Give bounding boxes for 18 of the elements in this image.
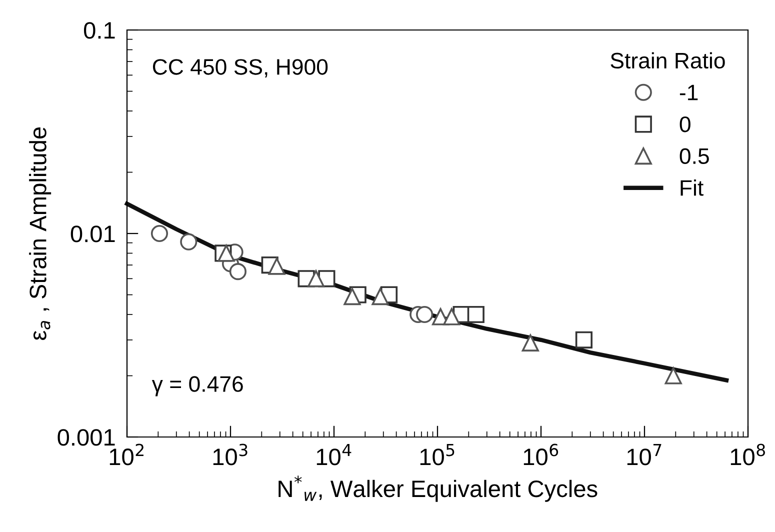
annotation: CC 450 SS, H900: [152, 59, 328, 78]
x-tick-label: 10$^{7}$: [627, 444, 662, 466]
x-tick-label: 10$^{5}$: [420, 444, 454, 466]
y-tick-label: 0.001: [58, 429, 115, 446]
annotation: γ = 0.476: [152, 376, 243, 396]
legend-title: Strain Ratio: [610, 52, 725, 69]
x-tick-label: 10$^{3}$: [213, 444, 248, 466]
legend-label: 0.5: [680, 148, 709, 164]
legend-label: -1: [680, 84, 698, 100]
x-tick-label: 10$^{4}$: [316, 444, 352, 466]
x-axis-title: N$^{*}$$_{w}$, Walker Equivalent Cycles: [278, 476, 598, 502]
x-tick-label: 10$^{6}$: [524, 444, 558, 466]
y-tick-label: 0.01: [70, 226, 115, 242]
legend-label: Fit: [680, 180, 704, 196]
x-tick-label: 10$^{8}$: [730, 444, 765, 466]
legend-label: 0: [680, 116, 690, 132]
y-axis-title: ε$_{a}$ , Strain Amplitude: [29, 127, 52, 340]
y-tick-label: 0.1: [84, 22, 115, 39]
